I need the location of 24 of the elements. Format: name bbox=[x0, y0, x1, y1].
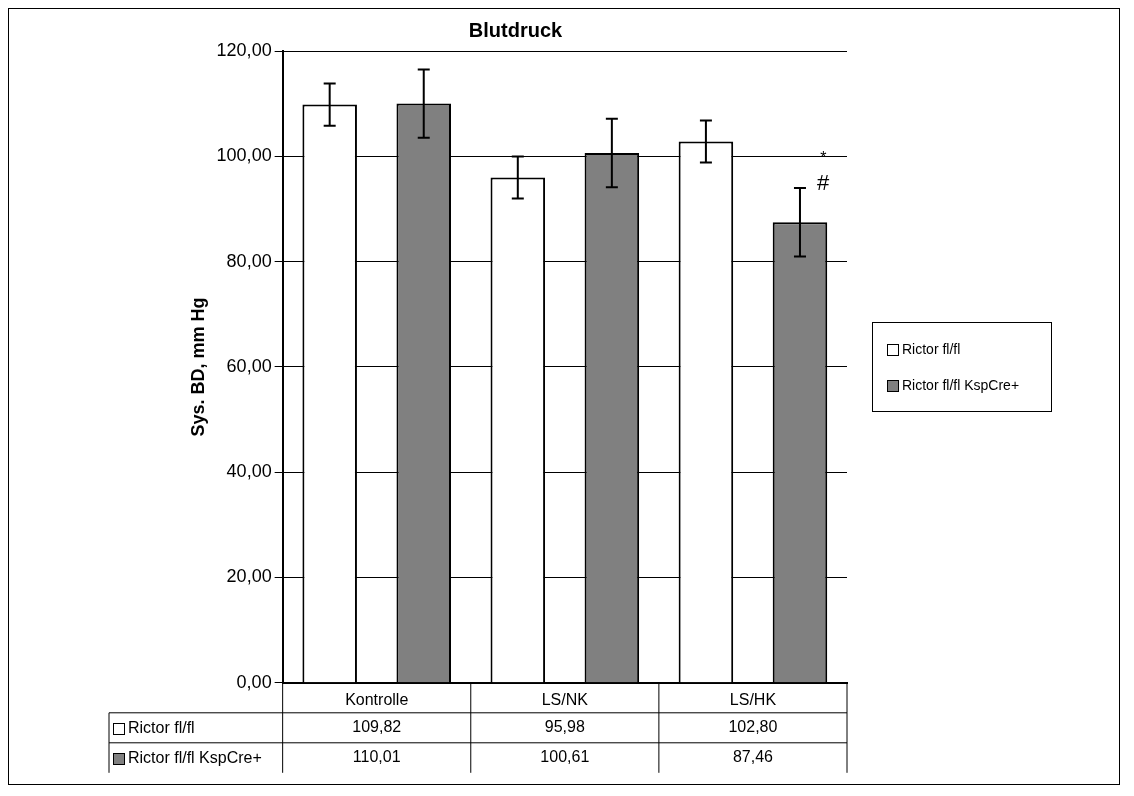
text: Rictor fl/fl bbox=[128, 718, 195, 736]
data-label: 102,80 bbox=[728, 718, 778, 736]
legend-label: Rictor fl/fl KspCre+ bbox=[902, 376, 1020, 393]
chart-title: Blutdruck bbox=[468, 18, 564, 41]
x-tick-label: LS/HK bbox=[729, 690, 777, 708]
data-label: 100,61 bbox=[540, 748, 590, 766]
y-tick-label: 120,00 bbox=[216, 39, 272, 60]
y-tick-label: 100,00 bbox=[216, 145, 272, 166]
x-tick-label: Kontrolle bbox=[345, 690, 409, 708]
y-tick-label: 20,00 bbox=[226, 566, 272, 587]
data-label: 110,01 bbox=[352, 748, 401, 766]
x-tick-label: LS/NK bbox=[541, 690, 589, 708]
text: Rictor fl/fl bbox=[902, 340, 961, 357]
y-tick-label: 0,00 bbox=[236, 671, 272, 692]
data-label: 95,98 bbox=[544, 718, 585, 736]
data-label: 109,82 bbox=[352, 718, 402, 736]
y-axis-title: Sys. BD, mm Hg bbox=[187, 297, 208, 437]
data-label: 87,46 bbox=[732, 748, 774, 766]
y-tick-label: 60,00 bbox=[226, 355, 272, 376]
text: Rictor fl/fl KspCre+ bbox=[128, 748, 262, 766]
annotation: * bbox=[820, 148, 827, 166]
annotation: # bbox=[817, 170, 831, 196]
y-tick-label: 80,00 bbox=[226, 250, 272, 271]
y-tick-label: 40,00 bbox=[226, 461, 272, 482]
